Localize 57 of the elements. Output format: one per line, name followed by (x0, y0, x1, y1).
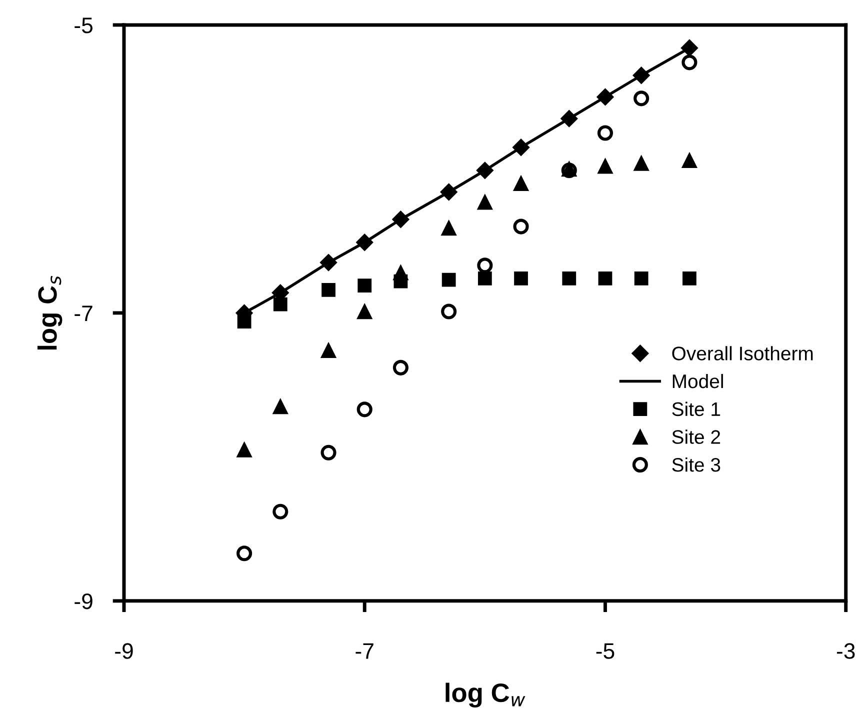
x-tick-label: -3 (836, 643, 855, 659)
point (320, 444, 336, 460)
point (356, 234, 374, 251)
point (513, 218, 529, 234)
point (512, 138, 530, 156)
x-tick-label: -7 (356, 643, 374, 659)
point (560, 110, 578, 128)
y-tick-label: -9 (74, 593, 92, 610)
point (320, 254, 338, 272)
x-tick-label: -5 (596, 643, 614, 659)
point (634, 156, 649, 171)
point (320, 342, 336, 358)
point (634, 271, 648, 286)
point (680, 39, 698, 57)
y-axis-title: log C$_{s}$ (37, 276, 62, 350)
point (634, 90, 650, 106)
legend-label: Model (672, 374, 723, 388)
point (476, 162, 494, 179)
point (632, 66, 650, 84)
legend-label: Site 1 (672, 402, 720, 416)
x-axis-title: log C$_{w}$ (446, 682, 526, 708)
point (237, 314, 252, 329)
point (682, 152, 698, 168)
point (322, 282, 336, 297)
point (358, 278, 372, 293)
point (236, 442, 252, 458)
point (356, 304, 372, 320)
point (598, 271, 612, 286)
point (441, 304, 457, 320)
point (393, 264, 408, 280)
point (272, 398, 288, 414)
point (441, 220, 456, 236)
point (440, 183, 458, 201)
point (272, 504, 288, 520)
point (392, 210, 410, 228)
point (597, 125, 614, 141)
point (513, 176, 529, 191)
point (477, 258, 493, 274)
point (598, 158, 613, 174)
x-tick-label: -9 (115, 643, 133, 659)
legend-label: Overall Isotherm (672, 346, 813, 360)
point (682, 54, 698, 70)
point (682, 271, 696, 286)
legend-label: Site 2 (672, 430, 720, 444)
point (236, 546, 252, 562)
y-tick-label: -7 (74, 306, 92, 321)
point (442, 272, 456, 287)
point (477, 194, 493, 210)
legend-label: Site 3 (672, 457, 720, 472)
point (596, 88, 614, 106)
y-tick-label: -5 (74, 18, 92, 34)
point (562, 271, 576, 286)
point (514, 271, 528, 286)
point (392, 360, 408, 376)
point (273, 297, 288, 312)
point (478, 271, 492, 286)
point (356, 402, 372, 418)
